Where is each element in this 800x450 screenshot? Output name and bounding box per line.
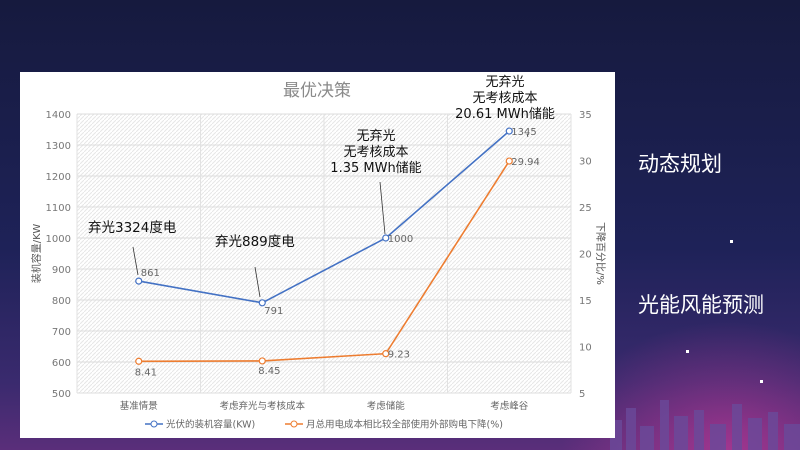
y2-tick-label: 20: [579, 250, 592, 261]
y2-axis-label: 下降百分比/%: [594, 222, 607, 285]
annotation-leader: [379, 181, 386, 235]
y-tick-label: 1100: [46, 203, 71, 214]
annotation-text: 无考核成本: [343, 145, 408, 160]
data-label: 791: [264, 306, 283, 317]
data-point: [135, 277, 143, 285]
data-point: [505, 157, 513, 165]
y2-tick-label: 15: [579, 296, 592, 307]
data-point: [258, 299, 266, 307]
data-point: [382, 350, 390, 358]
annotation-text: 弃光889度电: [215, 234, 295, 250]
legend-marker: [290, 420, 298, 428]
data-point: [135, 357, 143, 365]
data-label: 1000: [388, 234, 413, 245]
legend-label: 光伏的装机容量(KW): [166, 419, 255, 431]
chart: 最优决策 500 600 700 800 900 1000 1100 1200 1300 1400 5…: [30, 75, 607, 431]
series-line-1: [138, 130, 510, 304]
y-tick-label: 1200: [46, 172, 71, 183]
y-tick-label: 500: [52, 389, 71, 400]
x-tick-label: 基准情景: [120, 400, 158, 412]
legend-label: 月总用电成本相比较全部使用外部购电下降(%): [306, 419, 503, 431]
data-point: [505, 127, 513, 135]
cityscape-decoration: [610, 400, 800, 450]
y-axis-label: 装机容量/KW: [30, 224, 43, 284]
side-label-forecast: 光能风能预测: [638, 293, 764, 317]
annotation-text: 弃光3324度电: [88, 220, 176, 236]
legend-marker: [150, 420, 158, 428]
annotation-text: 无考核成本: [472, 91, 537, 106]
chart-panel: 最优决策 500 600 700 800 900 1000 1100 1200 1300 1400 5…: [20, 72, 615, 438]
y-tick-label: 900: [52, 265, 71, 276]
star-decoration: [686, 350, 689, 353]
data-point: [258, 357, 266, 365]
annotation-text: 1.35 MWh储能: [330, 161, 421, 176]
data-label: 8.45: [258, 366, 280, 377]
x-tick-label: 考虑储能: [367, 400, 406, 412]
y-tick-label: 600: [52, 358, 71, 369]
annotation-leader: [132, 246, 139, 276]
annotation-text: 无弃光: [485, 75, 524, 90]
y2-tick-label: 35: [579, 110, 592, 121]
y-tick-label: 700: [52, 327, 71, 338]
annotation-text: 无弃光: [356, 129, 395, 144]
x-tick-label: 考虑峰谷: [490, 400, 529, 412]
star-decoration: [730, 240, 733, 243]
annotation-text: 20.61 MWh储能: [455, 107, 555, 122]
y2-tick-label: 5: [579, 389, 585, 400]
annotation-leader: [526, 133, 529, 138]
annotation-leader: [254, 266, 261, 298]
y-tick-label: 1000: [46, 234, 71, 245]
data-label: 1345: [511, 127, 536, 138]
y-tick-label: 1400: [46, 110, 71, 121]
data-label: 9.23: [388, 350, 410, 361]
y2-tick-label: 10: [579, 343, 592, 354]
y-tick-label: 800: [52, 296, 71, 307]
y2-tick-label: 25: [579, 203, 592, 214]
chart-title: 最优决策: [283, 81, 351, 101]
data-label: 861: [141, 268, 160, 279]
star-decoration: [760, 380, 763, 383]
x-tick-label: 考虑弃光与考核成本: [219, 400, 305, 412]
data-label: 8.41: [135, 367, 157, 378]
series-line-2: [138, 160, 510, 363]
y2-tick-label: 30: [579, 157, 592, 168]
data-label: 29.94: [511, 157, 540, 168]
data-point: [382, 234, 390, 242]
side-label-dynamic-planning: 动态规划: [638, 152, 722, 176]
y-tick-label: 1300: [46, 141, 71, 152]
